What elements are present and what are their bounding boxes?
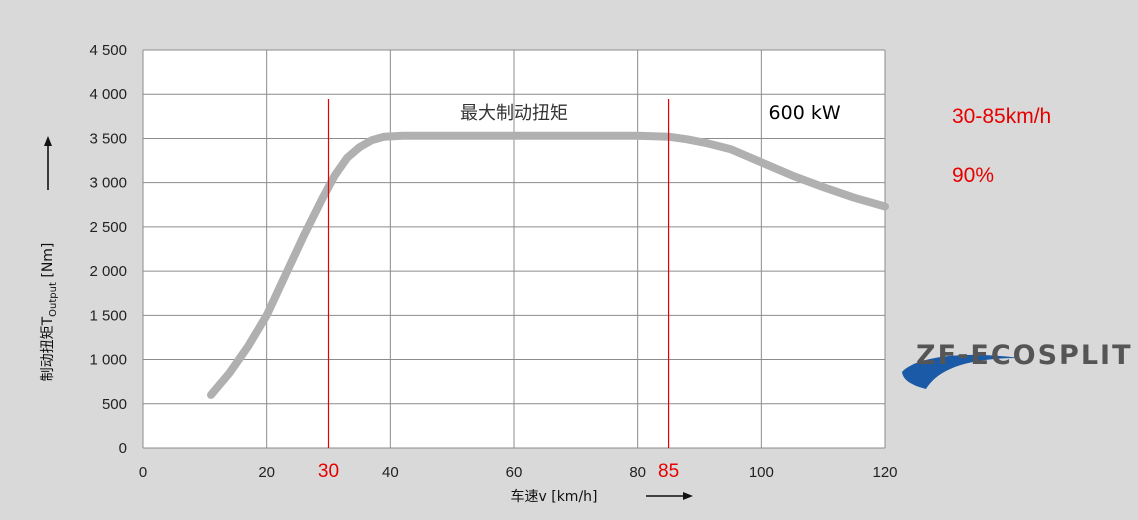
y-tick-label-7: 3 500 bbox=[89, 130, 127, 147]
annotation-1: 600 kW bbox=[769, 102, 841, 124]
annotation-0: 最大制动扭矩 bbox=[460, 103, 568, 124]
y-tick-label-2: 1 000 bbox=[89, 352, 127, 369]
percent-text: 90% bbox=[952, 164, 994, 187]
marker-label-85: 85 bbox=[658, 461, 679, 482]
x-tick-label-4: 80 bbox=[629, 464, 646, 481]
x-tick-label-0: 0 bbox=[139, 464, 147, 481]
torque-curve bbox=[207, 131, 889, 399]
y-tick-label-3: 1 500 bbox=[89, 307, 127, 324]
y-tick-label-1: 500 bbox=[102, 396, 127, 413]
chart-annotations: 最大制动扭矩 600 kW bbox=[460, 102, 841, 124]
x-tick-label-3: 60 bbox=[506, 464, 523, 481]
y-axis-title-unit: [Nm] bbox=[40, 243, 56, 282]
x-axis-title: 车速v [km/h] bbox=[511, 488, 598, 505]
grid bbox=[142, 49, 886, 449]
x-tick-labels: 0 20 40 60 80 100 120 bbox=[139, 464, 898, 481]
x-axis-arrow bbox=[646, 492, 693, 500]
speed-range-text: 30-85km/h bbox=[952, 105, 1051, 128]
x-tick-label-1: 20 bbox=[258, 464, 275, 481]
y-tick-label-9: 4 500 bbox=[89, 42, 127, 59]
logo-swoosh bbox=[902, 354, 1020, 389]
x-tick-label-2: 40 bbox=[382, 464, 399, 481]
y-tick-label-0: 0 bbox=[119, 440, 127, 457]
marker-label-30: 30 bbox=[318, 461, 339, 482]
speed-markers: 30 85 bbox=[318, 99, 679, 482]
y-tick-label-6: 3 000 bbox=[89, 175, 127, 192]
x-tick-label-5: 100 bbox=[749, 464, 774, 481]
y-tick-label-8: 4 000 bbox=[89, 86, 127, 103]
y-axis-arrow bbox=[44, 136, 52, 190]
y-axis-title-subscript: Output bbox=[48, 282, 59, 317]
y-axis-title-main: 制动扭矩T bbox=[40, 316, 56, 381]
y-tick-labels: 0 500 1 000 1 500 2 000 2 500 3 000 3 500 4 000 4… bbox=[89, 42, 127, 457]
y-tick-label-4: 2 000 bbox=[89, 263, 127, 280]
zf-ecosplit-logo: ZF-ECOSPLIT bbox=[902, 340, 1133, 389]
y-axis-title: 制动扭矩TOutput [Nm] bbox=[40, 243, 59, 382]
y-tick-label-5: 2 500 bbox=[89, 219, 127, 236]
logo-text: ZF-ECOSPLIT bbox=[916, 340, 1133, 371]
series-line-0 bbox=[207, 131, 889, 399]
x-tick-label-6: 120 bbox=[872, 464, 897, 481]
